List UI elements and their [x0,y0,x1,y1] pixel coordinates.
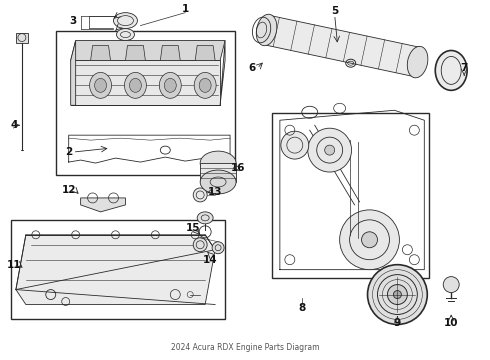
Ellipse shape [199,78,211,92]
Text: 2024 Acura RDX Engine Parts Diagram: 2024 Acura RDX Engine Parts Diagram [171,343,319,352]
Text: 3: 3 [69,15,76,26]
Ellipse shape [197,212,213,224]
Polygon shape [220,41,225,105]
Text: 4: 4 [10,120,18,130]
Ellipse shape [443,276,459,293]
Ellipse shape [124,72,147,98]
Ellipse shape [393,291,401,298]
Ellipse shape [200,170,236,194]
Text: 7: 7 [461,63,468,73]
Text: 1: 1 [182,4,189,14]
Text: 13: 13 [208,187,222,197]
Bar [56,31,235,175]
Ellipse shape [194,72,216,98]
Ellipse shape [368,265,427,324]
Text: 16: 16 [231,163,245,173]
Ellipse shape [164,78,176,92]
Polygon shape [71,60,220,105]
Bar [272,113,429,278]
Polygon shape [71,41,225,60]
Text: 10: 10 [444,319,459,328]
Ellipse shape [193,188,207,202]
Text: 14: 14 [203,255,218,265]
Ellipse shape [281,131,309,159]
Ellipse shape [435,50,467,90]
Polygon shape [81,198,125,212]
Ellipse shape [114,13,137,28]
Bar [200,163,236,182]
Text: 8: 8 [298,302,305,312]
Text: 12: 12 [61,185,76,195]
Polygon shape [160,45,180,60]
Ellipse shape [325,145,335,155]
Ellipse shape [256,14,277,46]
Text: 15: 15 [186,223,200,233]
Ellipse shape [388,285,407,305]
Polygon shape [195,45,215,60]
Ellipse shape [193,238,207,252]
Ellipse shape [212,242,224,254]
Ellipse shape [407,46,428,78]
Text: 5: 5 [331,6,338,15]
Text: 9: 9 [394,319,401,328]
Bar [11,220,225,319]
Polygon shape [91,45,111,60]
Ellipse shape [362,232,377,248]
Ellipse shape [117,28,134,41]
Polygon shape [125,45,146,60]
Polygon shape [71,41,75,105]
Text: 11: 11 [7,260,21,270]
Ellipse shape [159,72,181,98]
Ellipse shape [129,78,142,92]
Polygon shape [264,15,421,77]
Bar [16,32,28,42]
Text: 6: 6 [248,63,256,73]
Ellipse shape [340,210,399,270]
Ellipse shape [90,72,112,98]
Ellipse shape [308,128,352,172]
Text: 2: 2 [65,147,73,157]
Ellipse shape [95,78,106,92]
Ellipse shape [200,151,236,175]
Polygon shape [16,235,215,305]
